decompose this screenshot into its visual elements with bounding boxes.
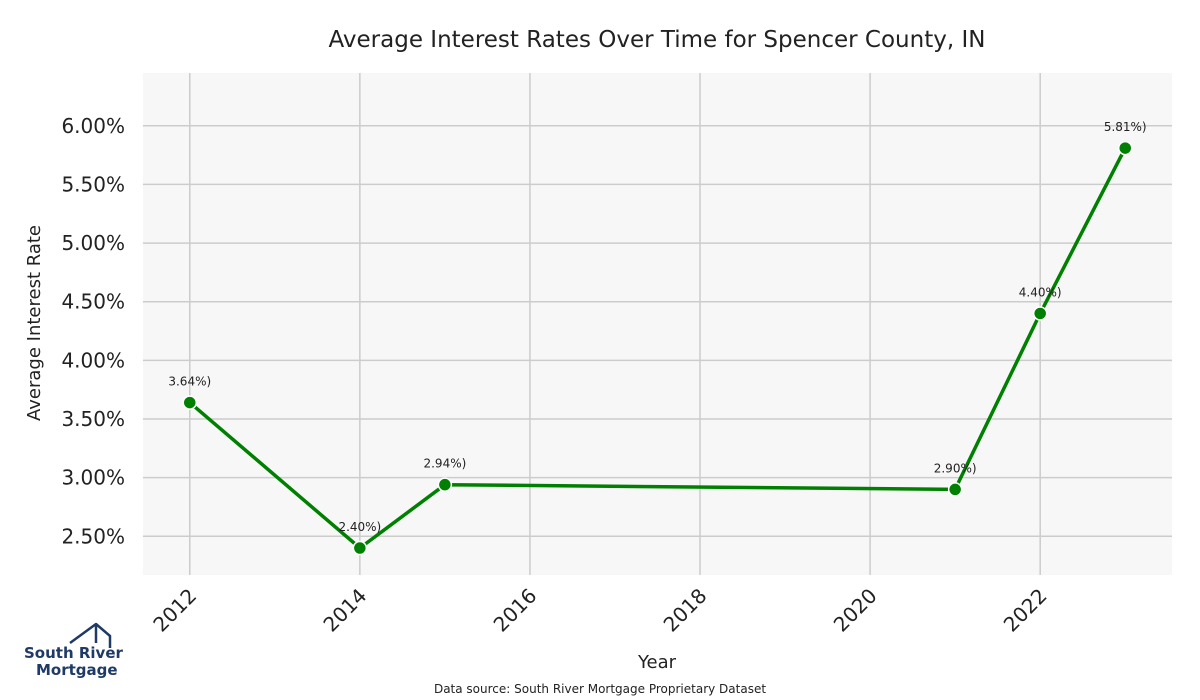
- data-label: 2.94%): [423, 457, 466, 471]
- y-tick-label: 4.00%: [61, 348, 125, 372]
- data-point: [182, 395, 198, 410]
- x-axis-label: Year: [637, 652, 677, 673]
- y-tick-label: 3.00%: [61, 466, 125, 490]
- x-tick-label: 2012: [148, 584, 201, 637]
- x-tick-label: 2014: [318, 584, 371, 637]
- y-tick-label: 2.50%: [61, 524, 125, 548]
- logo-text-line1: South River: [24, 644, 124, 662]
- data-point: [1117, 140, 1133, 156]
- data-point: [437, 477, 453, 492]
- y-tick-label: 5.00%: [61, 231, 125, 255]
- y-axis-label: Average Interest Rate: [24, 225, 45, 421]
- logo-text-line2: Mortgage: [36, 661, 118, 679]
- series-line: [188, 147, 1127, 550]
- data-label: 2.40%): [338, 520, 381, 534]
- chart-title: Average Interest Rates Over Time for Spe…: [329, 27, 986, 53]
- x-axis-ticks: 2012 2014 2016 2018 2020 2022: [148, 584, 1051, 637]
- data-label: 5.81%): [1104, 120, 1147, 134]
- gridlines: [143, 73, 1172, 575]
- data-point: [352, 540, 368, 556]
- x-tick-label: 2020: [829, 584, 882, 637]
- data-label: 4.40%): [1019, 285, 1062, 299]
- x-tick-label: 2016: [489, 584, 542, 637]
- data-point: [947, 482, 963, 497]
- logo: South River Mortgage: [24, 622, 124, 679]
- data-point: [1032, 306, 1048, 321]
- data-source-note: Data source: South River Mortgage Propri…: [434, 682, 766, 696]
- y-tick-label: 3.50%: [61, 407, 125, 431]
- x-tick-label: 2022: [999, 584, 1052, 637]
- y-axis-ticks: 2.50% 3.00% 3.50% 4.00% 4.50% 5.00% 5.50% 6.00%: [61, 114, 125, 549]
- x-tick-label: 2018: [659, 584, 712, 637]
- data-labels: 3.64%) 2.40%) 2.94%) 2.90%) 4.40%) 5.81%): [168, 120, 1146, 534]
- house-roof-icon: [69, 622, 112, 648]
- y-tick-label: 6.00%: [61, 114, 125, 138]
- y-tick-label: 5.50%: [61, 172, 125, 196]
- y-tick-label: 4.50%: [61, 290, 125, 314]
- data-label: 2.90%): [934, 461, 977, 475]
- plot-area: [143, 73, 1172, 575]
- data-label: 3.64%): [168, 375, 211, 389]
- data-points: [182, 140, 1133, 556]
